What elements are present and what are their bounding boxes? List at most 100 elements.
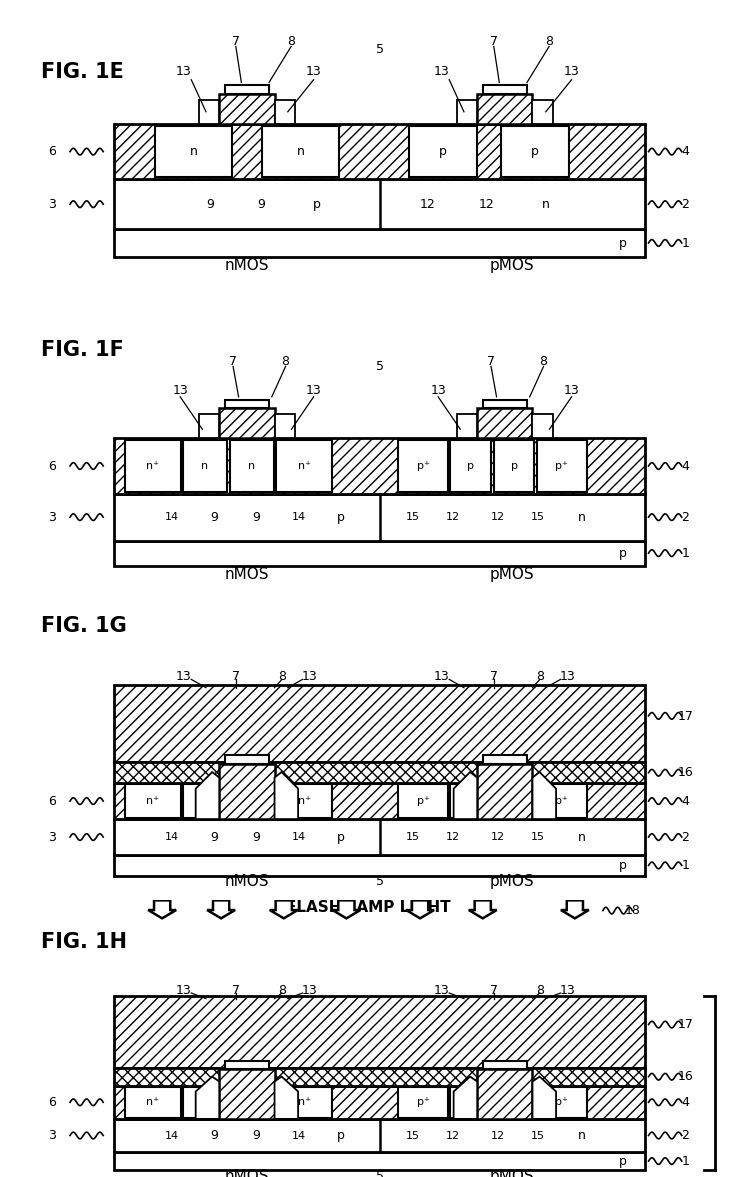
Text: n: n — [201, 461, 209, 471]
Text: 6: 6 — [48, 145, 55, 158]
Text: p: p — [619, 547, 626, 560]
Polygon shape — [532, 1077, 556, 1119]
Text: p: p — [511, 796, 517, 806]
Text: n: n — [579, 511, 586, 524]
Text: p: p — [531, 145, 539, 158]
Bar — [478, 94, 533, 124]
Bar — [501, 126, 569, 178]
Text: 14: 14 — [291, 1131, 306, 1141]
Bar — [457, 100, 478, 124]
Text: 3: 3 — [48, 511, 55, 524]
Polygon shape — [454, 1077, 478, 1119]
Text: 1: 1 — [682, 547, 689, 560]
Text: p: p — [337, 511, 344, 524]
Bar — [199, 100, 220, 124]
Text: 14: 14 — [164, 1131, 179, 1141]
Text: 12: 12 — [419, 198, 436, 211]
Text: 15: 15 — [406, 832, 419, 842]
Text: 12: 12 — [446, 832, 461, 842]
Text: n: n — [189, 145, 198, 158]
Text: 4: 4 — [682, 145, 689, 158]
Polygon shape — [270, 900, 298, 918]
Text: 16: 16 — [677, 1070, 694, 1083]
Text: 13: 13 — [306, 384, 321, 397]
Text: FLASH LAMP LIGHT: FLASH LAMP LIGHT — [286, 900, 451, 915]
Text: 15: 15 — [406, 1131, 419, 1141]
Text: 12: 12 — [490, 832, 505, 842]
Text: 8: 8 — [287, 34, 295, 47]
Text: 13: 13 — [176, 984, 192, 997]
Text: 8: 8 — [545, 34, 553, 47]
Polygon shape — [561, 900, 589, 918]
Text: 8: 8 — [539, 354, 548, 367]
Bar — [114, 783, 645, 819]
Text: 13: 13 — [560, 984, 576, 997]
Text: p⁺: p⁺ — [416, 1097, 430, 1108]
Text: n: n — [579, 831, 586, 844]
Text: 8: 8 — [282, 354, 290, 367]
Text: n⁺: n⁺ — [147, 461, 159, 471]
Bar — [532, 414, 553, 438]
Bar — [276, 1086, 332, 1118]
Text: 2: 2 — [682, 1129, 689, 1142]
Polygon shape — [196, 1077, 220, 1119]
Text: p: p — [313, 198, 321, 211]
Text: 15: 15 — [531, 512, 545, 523]
Polygon shape — [196, 772, 220, 819]
Text: 9: 9 — [253, 831, 260, 844]
Text: 13: 13 — [430, 384, 446, 397]
Text: 9: 9 — [253, 1129, 260, 1142]
Text: 6: 6 — [48, 794, 55, 807]
Text: p⁺: p⁺ — [416, 796, 430, 806]
Polygon shape — [454, 772, 478, 819]
Text: 6: 6 — [48, 459, 55, 473]
Polygon shape — [532, 772, 556, 819]
Polygon shape — [207, 900, 235, 918]
Bar — [114, 124, 645, 179]
Text: FIG. 1E: FIG. 1E — [41, 61, 123, 81]
Bar — [225, 756, 269, 764]
Text: n: n — [542, 198, 549, 211]
Text: 12: 12 — [446, 1131, 461, 1141]
Bar — [183, 784, 227, 818]
Bar — [483, 756, 527, 764]
Bar — [398, 784, 448, 818]
Bar — [220, 764, 275, 819]
Bar — [275, 100, 296, 124]
Text: 12: 12 — [446, 512, 461, 523]
Text: 8: 8 — [278, 670, 286, 683]
Text: n: n — [201, 1097, 209, 1108]
Text: 7: 7 — [490, 984, 497, 997]
Bar — [114, 230, 645, 257]
Bar — [114, 819, 645, 855]
Bar — [114, 540, 645, 566]
Text: 14: 14 — [164, 512, 179, 523]
Text: 8: 8 — [278, 984, 286, 997]
Text: 15: 15 — [531, 1131, 545, 1141]
Text: n: n — [296, 145, 304, 158]
Polygon shape — [275, 1077, 298, 1119]
Text: 13: 13 — [306, 65, 321, 78]
Text: 7: 7 — [229, 354, 237, 367]
Text: 2: 2 — [682, 831, 689, 844]
Bar — [494, 440, 534, 492]
Text: n⁺: n⁺ — [298, 1097, 310, 1108]
Bar — [450, 1086, 491, 1118]
Text: 4: 4 — [682, 1096, 689, 1109]
Bar — [225, 86, 269, 94]
Text: p⁺: p⁺ — [555, 461, 568, 471]
Text: p: p — [439, 145, 447, 158]
Text: pMOS: pMOS — [490, 258, 534, 273]
Bar — [478, 1069, 533, 1119]
Text: 12: 12 — [490, 1131, 505, 1141]
Text: 5: 5 — [376, 1170, 383, 1177]
Text: 4: 4 — [682, 794, 689, 807]
Bar — [230, 784, 274, 818]
Text: n⁺: n⁺ — [298, 796, 310, 806]
Text: p⁺: p⁺ — [555, 796, 568, 806]
Text: 13: 13 — [564, 65, 579, 78]
Text: p⁺: p⁺ — [416, 461, 430, 471]
Text: 7: 7 — [487, 354, 495, 367]
Text: nMOS: nMOS — [225, 1169, 269, 1177]
Text: 2: 2 — [682, 511, 689, 524]
